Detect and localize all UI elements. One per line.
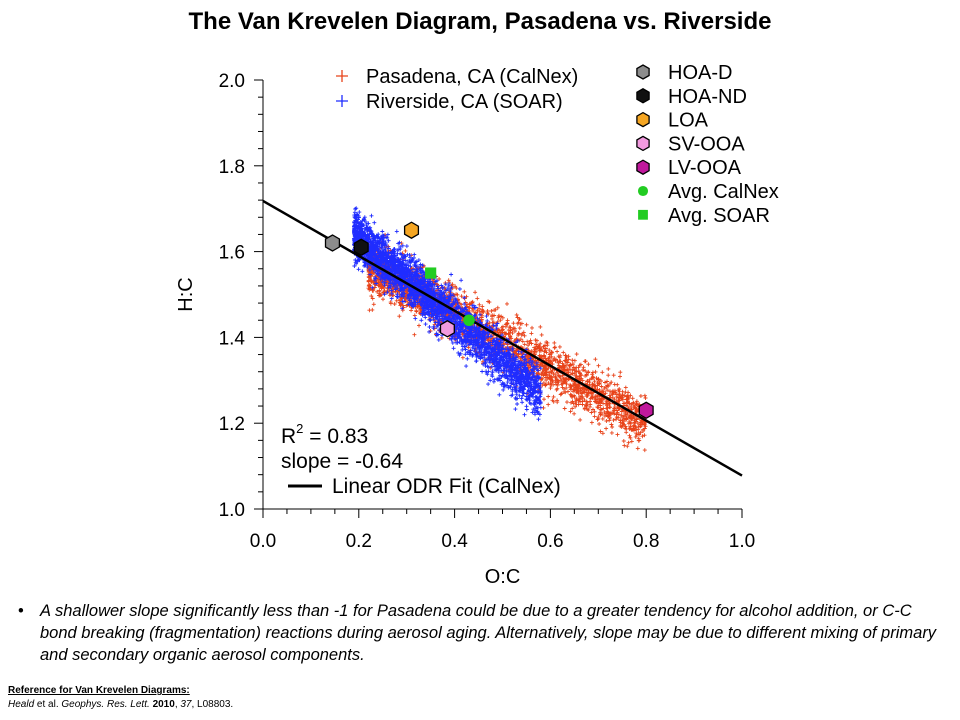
point-hoa-nd <box>353 238 369 257</box>
legend-label-hoa-d: HOA-D <box>668 62 732 84</box>
legend-label-avg-calnex: Avg. CalNex <box>668 181 779 203</box>
y-tick-label: 1.0 <box>219 500 245 521</box>
legend-marker-sv-ooa <box>636 135 650 152</box>
reference-author: Heald <box>8 699 35 710</box>
point-lv-ooa <box>638 401 654 420</box>
legend-label-loa: LOA <box>668 110 709 132</box>
x-tick-label: 0.4 <box>441 531 468 552</box>
legend-label-pasadena: Pasadena, CA (CalNex) <box>366 66 578 88</box>
point-hoa-d <box>324 234 341 252</box>
y-tick-label: 1.8 <box>219 157 245 178</box>
legend-marker-lv-ooa <box>636 159 650 175</box>
x-tick-label: 0.2 <box>346 531 372 552</box>
x-axis-label: O:C <box>485 566 521 588</box>
legend-marker-hoa-nd <box>636 88 650 104</box>
y-tick-label: 1.2 <box>219 414 245 435</box>
legend-label-riverside: Riverside, CA (SOAR) <box>366 91 563 113</box>
legend-marker-avg-calnex <box>637 185 649 197</box>
legend-marker-pasadena <box>336 70 348 82</box>
y-tick-label: 1.4 <box>219 328 246 349</box>
point-sv-ooa <box>439 320 455 338</box>
annotations: R2 = 0.83 slope = -0.64 Linear ODR Fit (… <box>281 421 561 498</box>
x-tick-label: 0.0 <box>250 531 276 552</box>
odr-fit-line <box>262 199 743 477</box>
legend-marker-hoa-d <box>636 64 650 80</box>
bullet-symbol: • <box>18 602 24 620</box>
x-tick-label: 1.0 <box>729 531 755 552</box>
reference-year: 2010 <box>152 699 175 710</box>
reference-points <box>324 221 654 420</box>
legend-marker-avg-soar <box>638 209 648 220</box>
chart-title: The Van Krevelen Diagram, Pasadena vs. R… <box>188 8 772 35</box>
fit-legend-label: Linear ODR Fit (CalNex) <box>332 475 561 498</box>
explanation-bullet: • A shallower slope significantly less t… <box>18 600 938 666</box>
axes: 0.0 0.2 0.4 0.6 0.8 1.0 1.0 1.2 1.4 1.6 1.8 2.0 O:C H… <box>175 71 755 588</box>
reference-journal: Geophys. Res. Lett. <box>61 699 150 710</box>
x-tick-label: 0.8 <box>633 531 659 552</box>
legend-label-hoa-nd: HOA-ND <box>668 86 747 108</box>
point-loa <box>403 221 420 239</box>
legend-label-lv-ooa: LV-OOA <box>668 157 742 179</box>
point-avg-soar <box>425 267 437 279</box>
fit-line-layer <box>262 199 743 477</box>
reference-volume: 37 <box>180 699 192 710</box>
bullet-text: A shallower slope significantly less tha… <box>40 602 937 664</box>
reference-heading: Reference for Van Krevelen Diagrams: <box>8 685 190 696</box>
y-axis-label: H:C <box>175 277 197 311</box>
reference-article: , L08803. <box>191 699 234 710</box>
legend-label-sv-ooa: SV-OOA <box>668 133 745 155</box>
van-krevelen-chart: 0.0 0.2 0.4 0.6 0.8 1.0 1.0 1.2 1.4 1.6 1.8 2.0 O:C H… <box>175 62 779 588</box>
x-tick-label: 0.6 <box>537 531 563 552</box>
legend-marker-riverside <box>336 95 348 107</box>
reference-etal: et al. <box>34 699 62 710</box>
r-squared-label: R2 = 0.83 <box>281 421 368 448</box>
reference-block: Reference for Van Krevelen Diagrams: Hea… <box>8 684 233 712</box>
reference-citation: Heald et al. Geophys. Res. Lett. 2010, 3… <box>8 699 234 710</box>
point-avg-calnex <box>463 314 475 326</box>
scatter-points <box>352 206 648 453</box>
y-tick-label: 2.0 <box>219 71 245 92</box>
legend-marker-loa <box>636 111 650 128</box>
y-tick-label: 1.6 <box>219 243 245 264</box>
legend: Pasadena, CA (CalNex) Riverside, CA (SOAR… <box>336 62 779 227</box>
legend-label-avg-soar: Avg. SOAR <box>668 205 770 227</box>
slope-label: slope = -0.64 <box>281 450 403 473</box>
